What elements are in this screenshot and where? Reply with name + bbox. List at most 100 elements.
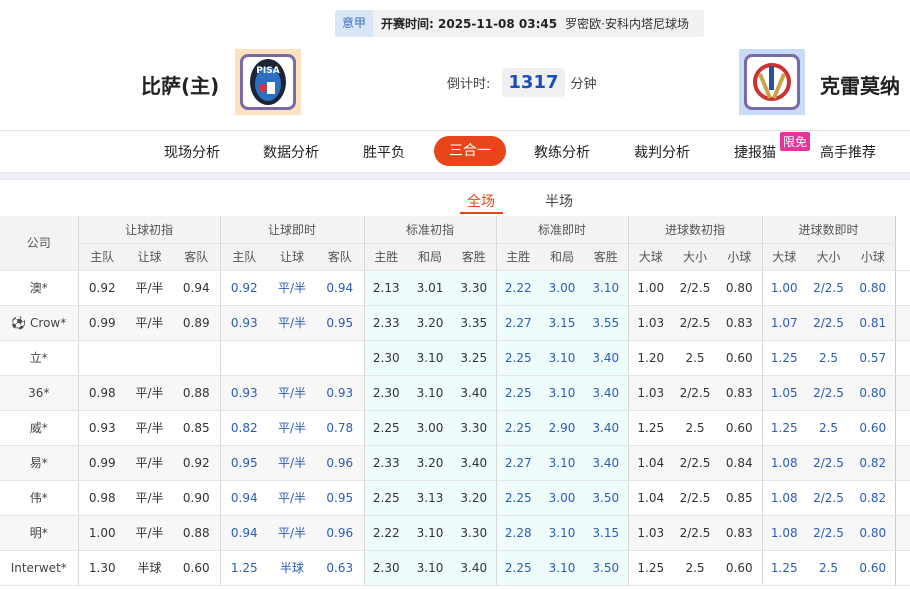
odds-cell[interactable]: 2.28 <box>495 515 540 551</box>
odds-cell[interactable]: 0.84 <box>717 445 762 481</box>
odds-cell[interactable]: 3.50 <box>584 550 628 586</box>
home-team-name[interactable]: 比萨(主) <box>141 74 220 98</box>
odds-cell[interactable]: 0.94 <box>316 270 364 306</box>
odds-cell[interactable]: 3.40 <box>452 550 496 586</box>
odds-cell[interactable]: 3.50 <box>584 480 628 516</box>
odds-cell[interactable]: 2/2.5 <box>673 375 717 411</box>
odds-cell[interactable]: 2.33 <box>363 445 408 481</box>
odds-cell[interactable]: 0.80 <box>851 375 895 411</box>
company-cell[interactable]: ⚽ Crow* <box>0 305 78 341</box>
odds-cell[interactable]: 3.40 <box>584 375 628 411</box>
table-row[interactable]: ⚽ Crow* 0.99 平/半 0.89 0.93 平/半 0.95 2.33 3.20 3.3… <box>0 305 910 341</box>
odds-cell[interactable]: 2.22 <box>363 515 408 551</box>
tab-half-time[interactable]: 半场 <box>545 194 573 210</box>
odds-cell[interactable]: 1.25 <box>761 410 806 446</box>
odds-cell[interactable] <box>173 340 220 376</box>
odds-cell[interactable]: 0.81 <box>851 305 895 341</box>
table-row[interactable]: 36* 0.98 平/半 0.88 0.93 平/半 0.93 2.30 3.10 3.40 2.2… <box>0 375 910 411</box>
odds-cell[interactable]: 0.93 <box>77 410 126 446</box>
odds-cell[interactable]: 0.92 <box>77 270 126 306</box>
odds-cell[interactable]: 平/半 <box>126 270 173 306</box>
nav-jiebaomao[interactable]: 捷报猫 <box>734 145 776 161</box>
company-cell[interactable]: 36* <box>0 375 78 411</box>
odds-cell[interactable]: 平/半 <box>268 375 316 411</box>
odds-cell[interactable]: 0.80 <box>851 270 895 306</box>
odds-cell[interactable]: 3.10 <box>540 445 584 481</box>
table-row[interactable]: 威* 0.93 平/半 0.85 0.82 平/半 0.78 2.25 3.00 3.30 2.25… <box>0 410 910 446</box>
odds-cell[interactable] <box>219 340 268 376</box>
nav-expert-picks[interactable]: 高手推荐 <box>820 145 876 161</box>
odds-cell[interactable]: 0.93 <box>219 375 268 411</box>
odds-cell[interactable]: 2.5 <box>806 410 851 446</box>
odds-cell[interactable] <box>126 340 173 376</box>
odds-cell[interactable]: 0.98 <box>77 480 126 516</box>
odds-cell[interactable]: 0.90 <box>173 480 220 516</box>
odds-cell[interactable]: 0.93 <box>219 305 268 341</box>
company-cell[interactable]: 伟* <box>0 480 78 516</box>
odds-cell[interactable]: 平/半 <box>126 480 173 516</box>
odds-cell[interactable]: 0.60 <box>851 410 895 446</box>
odds-cell[interactable]: 平/半 <box>268 305 316 341</box>
odds-cell[interactable]: 1.00 <box>77 515 126 551</box>
odds-cell[interactable]: 3.01 <box>408 270 452 306</box>
odds-cell[interactable]: 1.07 <box>761 305 806 341</box>
home-team-logo[interactable]: PISA <box>235 49 301 115</box>
company-cell[interactable]: 威* <box>0 410 78 446</box>
odds-cell[interactable]: 1.03 <box>627 305 673 341</box>
odds-cell[interactable]: 0.82 <box>219 410 268 446</box>
odds-cell[interactable]: 3.10 <box>408 515 452 551</box>
odds-cell[interactable]: 0.94 <box>173 270 220 306</box>
odds-cell[interactable]: 3.10 <box>540 550 584 586</box>
odds-cell[interactable]: 0.63 <box>316 550 364 586</box>
odds-cell[interactable]: 3.40 <box>584 445 628 481</box>
odds-cell[interactable]: 0.78 <box>316 410 364 446</box>
odds-cell[interactable]: 1.00 <box>761 270 806 306</box>
odds-cell[interactable]: 3.00 <box>540 270 584 306</box>
odds-cell[interactable]: 3.40 <box>584 410 628 446</box>
odds-cell[interactable]: 0.82 <box>851 445 895 481</box>
odds-cell[interactable]: 0.88 <box>173 515 220 551</box>
odds-cell[interactable]: 1.30 <box>77 550 126 586</box>
away-team-name[interactable]: 克雷莫纳 <box>820 74 900 98</box>
company-cell[interactable]: 澳* <box>0 270 78 306</box>
odds-cell[interactable]: 2.22 <box>495 270 540 306</box>
odds-cell[interactable]: 0.85 <box>717 480 762 516</box>
company-cell[interactable]: 立* <box>0 340 78 376</box>
table-row[interactable]: 易* 0.99 平/半 0.92 0.95 平/半 0.96 2.33 3.20 3.40 2.27… <box>0 445 910 481</box>
nav-win-draw-loss[interactable]: 胜平负 <box>363 145 405 161</box>
company-cell[interactable]: Interwet* <box>0 550 78 586</box>
odds-cell[interactable]: 2.25 <box>495 550 540 586</box>
company-cell[interactable]: 易* <box>0 445 78 481</box>
odds-cell[interactable]: 2.5 <box>673 410 717 446</box>
odds-cell[interactable]: 1.08 <box>761 445 806 481</box>
odds-cell[interactable]: 0.95 <box>316 305 364 341</box>
odds-cell[interactable]: 2.30 <box>363 550 408 586</box>
odds-cell[interactable]: 3.10 <box>408 550 452 586</box>
odds-cell[interactable]: 3.25 <box>452 340 496 376</box>
odds-cell[interactable]: 0.80 <box>717 270 762 306</box>
odds-cell[interactable]: 平/半 <box>268 515 316 551</box>
odds-cell[interactable]: 1.25 <box>219 550 268 586</box>
company-cell[interactable]: 明* <box>0 515 78 551</box>
odds-cell[interactable]: 2.30 <box>363 375 408 411</box>
odds-cell[interactable]: 3.55 <box>584 305 628 341</box>
odds-cell[interactable]: 3.40 <box>584 340 628 376</box>
odds-cell[interactable]: 2.5 <box>673 550 717 586</box>
odds-cell[interactable] <box>268 340 316 376</box>
odds-cell[interactable] <box>316 340 364 376</box>
odds-cell[interactable]: 3.10 <box>584 270 628 306</box>
odds-cell[interactable]: 平/半 <box>126 515 173 551</box>
nav-data-analysis[interactable]: 数据分析 <box>263 145 319 161</box>
odds-cell[interactable]: 0.89 <box>173 305 220 341</box>
odds-cell[interactable]: 0.60 <box>717 550 762 586</box>
odds-cell[interactable]: 0.98 <box>77 375 126 411</box>
odds-cell[interactable]: 半球 <box>126 550 173 586</box>
odds-cell[interactable]: 3.10 <box>408 375 452 411</box>
odds-cell[interactable] <box>77 340 126 376</box>
nav-referee-analysis[interactable]: 裁判分析 <box>634 145 690 161</box>
odds-cell[interactable]: 2/2.5 <box>673 515 717 551</box>
odds-cell[interactable]: 3.10 <box>540 515 584 551</box>
odds-cell[interactable]: 2.5 <box>806 340 851 376</box>
odds-cell[interactable]: 1.03 <box>627 515 673 551</box>
table-row[interactable]: 伟* 0.98 平/半 0.90 0.94 平/半 0.95 2.25 3.13 3.20 2.25… <box>0 480 910 516</box>
